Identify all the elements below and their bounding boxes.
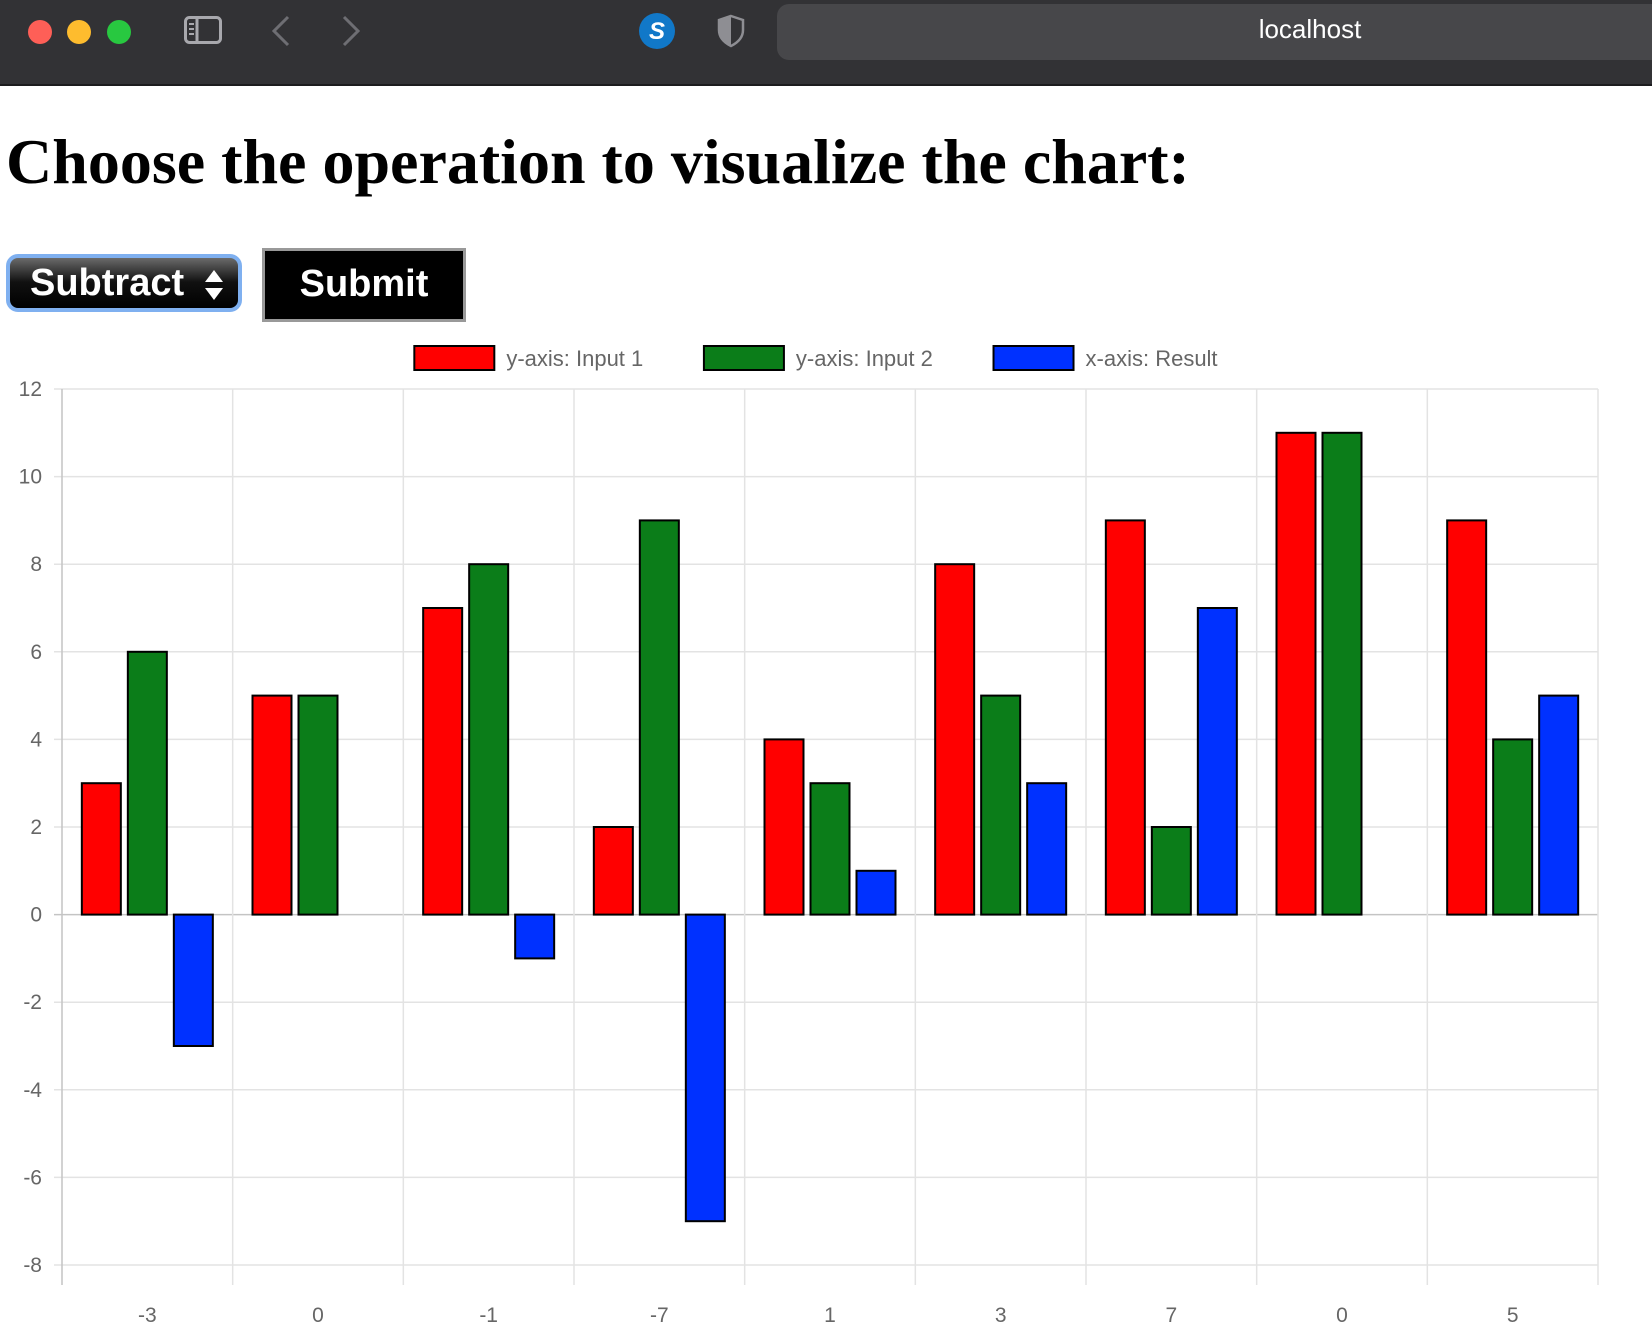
bar xyxy=(763,738,805,916)
legend-label: x-axis: Result xyxy=(1086,346,1218,371)
forward-arrow-icon[interactable] xyxy=(340,14,362,48)
x-tick-label: 3 xyxy=(995,1304,1007,1327)
x-tick-label: 0 xyxy=(1336,1304,1348,1327)
x-tick-label: 7 xyxy=(1165,1304,1177,1327)
bar xyxy=(251,694,293,916)
bar xyxy=(980,694,1022,916)
x-tick-label: 0 xyxy=(312,1304,324,1327)
legend-label: y-axis: Input 2 xyxy=(796,346,933,371)
bar xyxy=(1196,607,1238,916)
y-tick-label: -6 xyxy=(23,1166,42,1189)
minimize-window-icon[interactable] xyxy=(67,20,91,44)
x-tick-label: -7 xyxy=(650,1304,669,1327)
back-arrow-icon[interactable] xyxy=(270,14,292,48)
operation-select[interactable]: Subtract xyxy=(6,254,242,312)
bar xyxy=(126,650,168,916)
legend-swatch xyxy=(702,345,785,371)
legend-swatch xyxy=(413,345,496,371)
bar xyxy=(468,563,510,916)
bar xyxy=(422,607,464,916)
address-bar[interactable] xyxy=(777,4,1652,60)
y-tick-label: -8 xyxy=(23,1254,42,1277)
x-tick-label: -1 xyxy=(479,1304,498,1327)
bar xyxy=(1446,519,1488,916)
bar xyxy=(638,519,680,916)
y-tick-label: 8 xyxy=(30,553,42,576)
close-window-icon[interactable] xyxy=(28,20,52,44)
y-tick-label: -2 xyxy=(23,991,42,1014)
bar xyxy=(855,869,897,916)
bar xyxy=(809,782,851,916)
x-tick-label: -3 xyxy=(138,1304,157,1327)
bar xyxy=(1104,519,1146,916)
submit-button[interactable]: Submit xyxy=(262,248,466,322)
bar xyxy=(172,913,214,1047)
url-text[interactable]: localhost xyxy=(1258,14,1362,44)
x-tick-label: 5 xyxy=(1507,1304,1519,1327)
shield-icon[interactable] xyxy=(716,14,746,48)
bar xyxy=(592,826,634,916)
svg-text:S: S xyxy=(649,18,665,45)
y-tick-label: 10 xyxy=(19,466,42,489)
bar xyxy=(1150,826,1192,916)
bar xyxy=(1275,431,1317,916)
bar xyxy=(297,694,339,916)
bar xyxy=(684,913,726,1223)
select-arrows-icon xyxy=(205,270,223,300)
y-tick-label: 2 xyxy=(30,816,42,839)
extension-s-icon[interactable]: S xyxy=(638,12,676,50)
operation-select-value: Subtract xyxy=(30,262,185,304)
bar xyxy=(80,782,122,916)
y-tick-label: 0 xyxy=(30,904,42,927)
y-tick-label: 12 xyxy=(19,378,42,401)
bar xyxy=(1492,738,1534,916)
legend-label: y-axis: Input 1 xyxy=(506,346,643,371)
y-tick-label: -4 xyxy=(23,1079,42,1102)
y-tick-label: 6 xyxy=(30,641,42,664)
page-heading: Choose the operation to visualize the ch… xyxy=(6,126,1190,197)
bar-chart: 12 10 8 6 4 2 0 -2 -4 -6 -8 -3 0 -1 -7 1 3 7 0 5 y-axis: Inp… xyxy=(19,345,1599,1327)
bar xyxy=(1026,782,1068,916)
browser-toolbar: S localhost xyxy=(0,0,1652,86)
bar xyxy=(1321,431,1363,916)
y-tick-label: 4 xyxy=(30,728,42,751)
zoom-window-icon[interactable] xyxy=(107,20,131,44)
bar xyxy=(934,563,976,916)
bar xyxy=(514,913,556,960)
sidebar-toggle-icon[interactable] xyxy=(184,16,222,44)
x-tick-label: 1 xyxy=(824,1304,836,1327)
legend-swatch xyxy=(992,345,1075,371)
bar xyxy=(1538,694,1580,916)
